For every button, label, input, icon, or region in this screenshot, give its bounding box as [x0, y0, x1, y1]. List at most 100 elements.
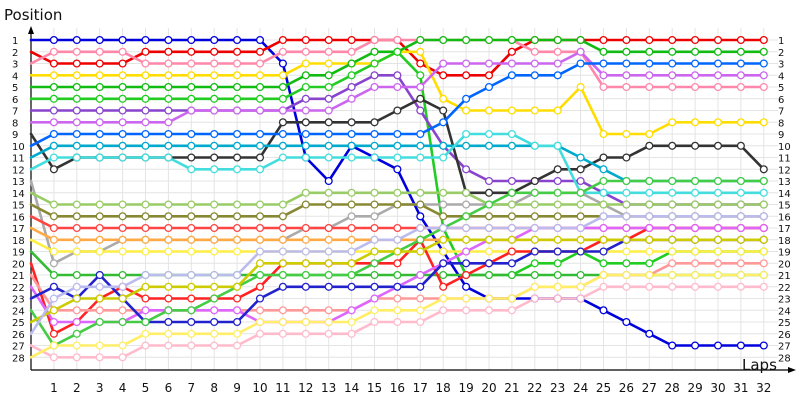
series-point — [416, 129, 425, 139]
series-point — [164, 200, 173, 209]
y-tick-label-right: 9 — [778, 130, 784, 141]
series-point — [416, 212, 425, 221]
series-point — [416, 270, 425, 280]
series-point — [553, 59, 562, 68]
y-tick-label-right: 6 — [778, 95, 784, 106]
series-point — [439, 188, 448, 197]
series-point — [324, 118, 333, 127]
series-point — [187, 129, 196, 139]
series-point — [255, 129, 265, 139]
series-point — [713, 223, 723, 233]
series-point — [462, 212, 471, 221]
series-point — [713, 235, 723, 244]
x-tick-label: 27 — [642, 381, 657, 395]
series-point — [187, 329, 196, 338]
series-point — [416, 188, 425, 197]
series-point — [210, 200, 219, 209]
series-point — [324, 82, 333, 92]
series-point — [462, 306, 471, 315]
series-point — [95, 294, 104, 303]
series-point — [301, 118, 310, 127]
series-point — [416, 294, 425, 303]
series-point — [622, 59, 631, 68]
series-point — [507, 200, 516, 209]
series-point — [233, 129, 242, 139]
axes — [28, 26, 796, 373]
series-point — [72, 270, 81, 280]
series-point — [118, 270, 127, 280]
series-point — [713, 82, 723, 92]
series-point — [324, 282, 333, 291]
series-point — [164, 141, 173, 150]
series-point — [691, 59, 700, 68]
series-point — [301, 106, 310, 115]
series-point — [576, 176, 585, 186]
y-tick-label: 19 — [12, 248, 25, 259]
series-point — [736, 270, 745, 280]
series-point — [370, 188, 379, 197]
series-point — [141, 47, 150, 56]
series-point — [622, 129, 631, 139]
x-tick-label: 8 — [210, 381, 218, 395]
series-point — [668, 176, 677, 186]
x-tick-label: 7 — [187, 381, 195, 395]
series-point — [599, 235, 608, 244]
y-tick-label-right: 17 — [778, 224, 791, 235]
series-point — [416, 82, 425, 92]
series-point — [210, 282, 219, 291]
series-point — [141, 212, 150, 221]
series-point — [301, 200, 310, 209]
series-point — [416, 59, 425, 68]
series-point — [484, 200, 494, 209]
series-point — [622, 35, 631, 45]
series-point — [439, 294, 448, 303]
series-point — [210, 223, 219, 233]
series-point — [278, 153, 287, 162]
series-point — [507, 71, 516, 80]
series-point — [507, 259, 516, 268]
series-point — [484, 106, 494, 115]
series-point — [95, 47, 104, 56]
series-point — [736, 141, 745, 150]
series-point — [164, 247, 173, 256]
series-point — [233, 317, 242, 327]
series-point — [118, 59, 127, 68]
series-point — [187, 106, 196, 115]
series-point — [141, 94, 150, 103]
series-point — [759, 176, 768, 186]
series-point — [210, 153, 219, 162]
series-point — [736, 59, 745, 68]
series-point — [507, 176, 516, 186]
series-point — [255, 235, 265, 244]
series-point — [576, 235, 585, 244]
series-point — [164, 212, 173, 221]
series-point — [347, 329, 356, 338]
series-point — [233, 82, 242, 92]
series-point — [49, 35, 58, 45]
series-point — [439, 141, 448, 150]
series-point — [691, 141, 700, 150]
series-point — [439, 223, 448, 233]
series-point — [255, 294, 265, 303]
series-point — [416, 141, 425, 150]
series-point — [713, 118, 723, 127]
series-point — [713, 341, 723, 350]
series-point — [164, 270, 173, 280]
x-tick-label: 19 — [458, 381, 473, 395]
series-point — [484, 71, 494, 80]
y-tick-label-right: 25 — [778, 318, 791, 329]
x-tick-label: 1 — [50, 381, 58, 395]
x-tick-label: 9 — [233, 381, 241, 395]
series-point — [233, 341, 242, 350]
series-point — [393, 82, 402, 92]
series-point — [187, 341, 196, 350]
y-tick-label-right: 16 — [778, 212, 791, 223]
series-point — [713, 282, 723, 291]
y-tick-label: 8 — [12, 118, 18, 129]
series-point — [553, 35, 562, 45]
series-point — [49, 341, 58, 350]
series-point — [187, 153, 196, 162]
series-point — [439, 94, 448, 103]
series-point — [393, 247, 402, 256]
series-point — [530, 235, 539, 244]
